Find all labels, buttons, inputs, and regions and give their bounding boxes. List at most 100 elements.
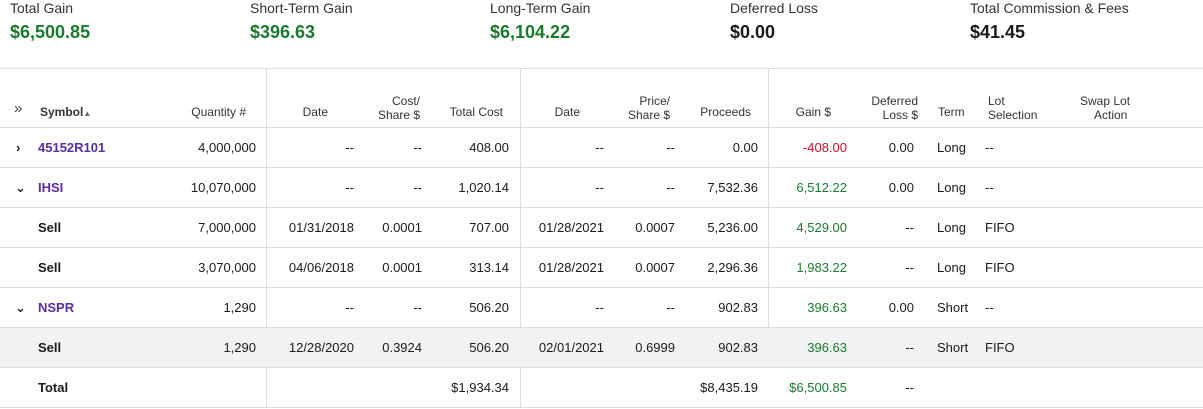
divider	[0, 207, 1203, 208]
summary-label: Short-Term Gain	[250, 0, 353, 16]
chevron-down-icon[interactable]: ⌄	[15, 180, 26, 195]
header-line: Deferred	[871, 94, 918, 108]
lot-selection-cell: --	[985, 180, 994, 195]
lot-type-cell: Sell	[38, 340, 62, 355]
divider	[0, 127, 1203, 128]
deferred-loss-cell: --	[905, 340, 914, 355]
lot-type-cell: Sell	[38, 260, 62, 275]
price-per-share-cell: 0.0007	[635, 260, 675, 275]
summary-value: $396.63	[250, 22, 316, 42]
header-line: Lot	[988, 94, 1005, 108]
proceeds-cell: 902.83	[718, 300, 758, 315]
column-header-price-per-share[interactable]: Price/ Share $	[610, 94, 670, 122]
column-header-proceeds[interactable]: Proceeds	[700, 105, 751, 119]
summary-value: $6,104.22	[490, 22, 571, 42]
column-header-deferred-loss[interactable]: Deferred Loss $	[850, 94, 918, 122]
date-acquired-cell: --	[345, 180, 354, 195]
chevron-right-icon[interactable]: ›	[16, 140, 21, 155]
column-header-gain[interactable]: Gain $	[795, 105, 831, 119]
total-cost-cell: 408.00	[469, 140, 509, 155]
summary-value: $0.00	[730, 22, 776, 42]
summary-label: Total Commission & Fees	[970, 0, 1129, 16]
gain-cell: -408.00	[802, 140, 847, 155]
divider	[0, 287, 1203, 288]
price-per-share-cell: --	[666, 300, 675, 315]
chevron-down-icon[interactable]: ⌄	[15, 300, 26, 315]
column-header-total-cost[interactable]: Total Cost	[449, 105, 503, 119]
column-header-date-acquired[interactable]: Date	[302, 105, 328, 119]
summary-long-term-gain: Long-Term Gain $6,104.22	[490, 0, 590, 44]
table-row[interactable]: ⌄ IHSI 10,070,000 -- -- 1,020.14 -- -- 7…	[0, 168, 1203, 208]
total-label: Total	[38, 380, 69, 395]
header-line: Cost/	[391, 94, 420, 108]
gain-cell: 4,529.00	[796, 220, 847, 235]
header-line: Share $	[627, 108, 670, 122]
column-divider	[266, 68, 267, 408]
cost-per-share-cell: 0.0001	[382, 220, 422, 235]
deferred-loss-cell: --	[905, 260, 914, 275]
date-acquired-cell: --	[345, 300, 354, 315]
cost-per-share-cell: 0.3924	[382, 340, 422, 355]
date-sold-cell: 01/28/2021	[538, 260, 604, 275]
cost-per-share-cell: --	[413, 140, 422, 155]
term-cell: Short	[937, 300, 969, 315]
table-row[interactable]: › 45152R101 4,000,000 -- -- 408.00 -- --…	[0, 128, 1203, 168]
date-sold-cell: --	[595, 300, 604, 315]
divider	[0, 167, 1203, 168]
proceeds-sum: $8,435.19	[700, 380, 758, 395]
column-header-quantity[interactable]: Quantity #	[191, 105, 246, 119]
column-header-swap-lot-action[interactable]: Swap Lot Action	[1080, 94, 1130, 122]
column-header-cost-per-share[interactable]: Cost/ Share $	[360, 94, 420, 122]
header-line: Action	[1094, 108, 1128, 122]
summary-value: $41.45	[970, 22, 1026, 42]
header-line: Price/	[639, 94, 670, 108]
price-per-share-cell: --	[666, 180, 675, 195]
symbol-header-label: Symbol	[40, 105, 84, 119]
divider	[0, 367, 1203, 368]
total-cost-cell: 707.00	[469, 220, 509, 235]
lot-type-cell: Sell	[38, 220, 62, 235]
column-header-symbol[interactable]: Symbol▲	[40, 105, 91, 121]
deferred-loss-cell: --	[905, 220, 914, 235]
table-row: Sell 7,000,000 01/31/2018 0.0001 707.00 …	[0, 208, 1203, 248]
sort-ascending-icon: ▲	[83, 109, 92, 118]
divider	[0, 247, 1203, 248]
quantity-cell: 7,000,000	[198, 220, 256, 235]
summary-commission-fees: Total Commission & Fees $41.45	[970, 0, 1129, 44]
cost-per-share-cell: 0.0001	[382, 260, 422, 275]
lot-selection-cell: --	[985, 300, 994, 315]
table-row: Sell 1,290 12/28/2020 0.3924 506.20 02/0…	[0, 328, 1203, 368]
summary-deferred-loss: Deferred Loss $0.00	[730, 0, 818, 44]
gain-cell: 396.63	[807, 300, 847, 315]
quantity-cell: 1,290	[223, 340, 256, 355]
term-cell: Short	[937, 340, 969, 355]
date-acquired-cell: 04/06/2018	[288, 260, 354, 275]
quantity-cell: 10,070,000	[190, 180, 256, 195]
term-cell: Long	[937, 180, 966, 195]
symbol-link[interactable]: 45152R101	[38, 140, 106, 155]
symbol-link[interactable]: IHSI	[38, 180, 64, 195]
quantity-cell: 3,070,000	[198, 260, 256, 275]
cost-per-share-cell: --	[413, 180, 422, 195]
proceeds-cell: 902.83	[718, 340, 758, 355]
summary-label: Deferred Loss	[730, 0, 818, 16]
total-cost-cell: 506.20	[469, 340, 509, 355]
date-sold-cell: --	[595, 180, 604, 195]
header-line: Loss $	[882, 108, 918, 122]
symbol-link[interactable]: NSPR	[38, 300, 75, 315]
header-line: Selection	[988, 108, 1038, 122]
proceeds-cell: 7,532.36	[707, 180, 758, 195]
date-acquired-cell: 12/28/2020	[288, 340, 354, 355]
summary-bar: Total Gain $6,500.85 Short-Term Gain $39…	[0, 0, 1203, 68]
expand-all-icon[interactable]: »	[14, 100, 23, 117]
term-cell: Long	[937, 220, 966, 235]
column-header-date-sold[interactable]: Date	[554, 105, 580, 119]
summary-value: $6,500.85	[10, 22, 91, 42]
column-header-lot-selection[interactable]: Lot Selection	[988, 94, 1037, 122]
total-cost-sum: $1,934.34	[451, 380, 509, 395]
term-cell: Long	[937, 260, 966, 275]
price-per-share-cell: 0.6999	[635, 340, 675, 355]
column-header-term[interactable]: Term	[938, 105, 965, 119]
price-per-share-cell: 0.0007	[635, 220, 675, 235]
table-row[interactable]: ⌄ NSPR 1,290 -- -- 506.20 -- -- 902.83 3…	[0, 288, 1203, 328]
